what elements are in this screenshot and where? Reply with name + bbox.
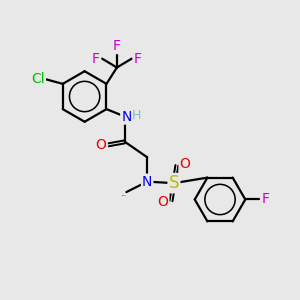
Text: F: F [113, 39, 121, 53]
Text: F: F [92, 52, 100, 66]
Text: F: F [134, 52, 142, 66]
Text: N: N [121, 110, 132, 124]
Text: Cl: Cl [31, 72, 45, 86]
Text: O: O [96, 138, 106, 152]
Text: O: O [158, 196, 168, 209]
Text: O: O [179, 157, 191, 171]
Text: F: F [261, 193, 269, 206]
Text: H: H [131, 109, 141, 122]
Text: N: N [142, 175, 152, 189]
Text: methyl: methyl [122, 195, 127, 196]
Text: S: S [169, 174, 179, 192]
